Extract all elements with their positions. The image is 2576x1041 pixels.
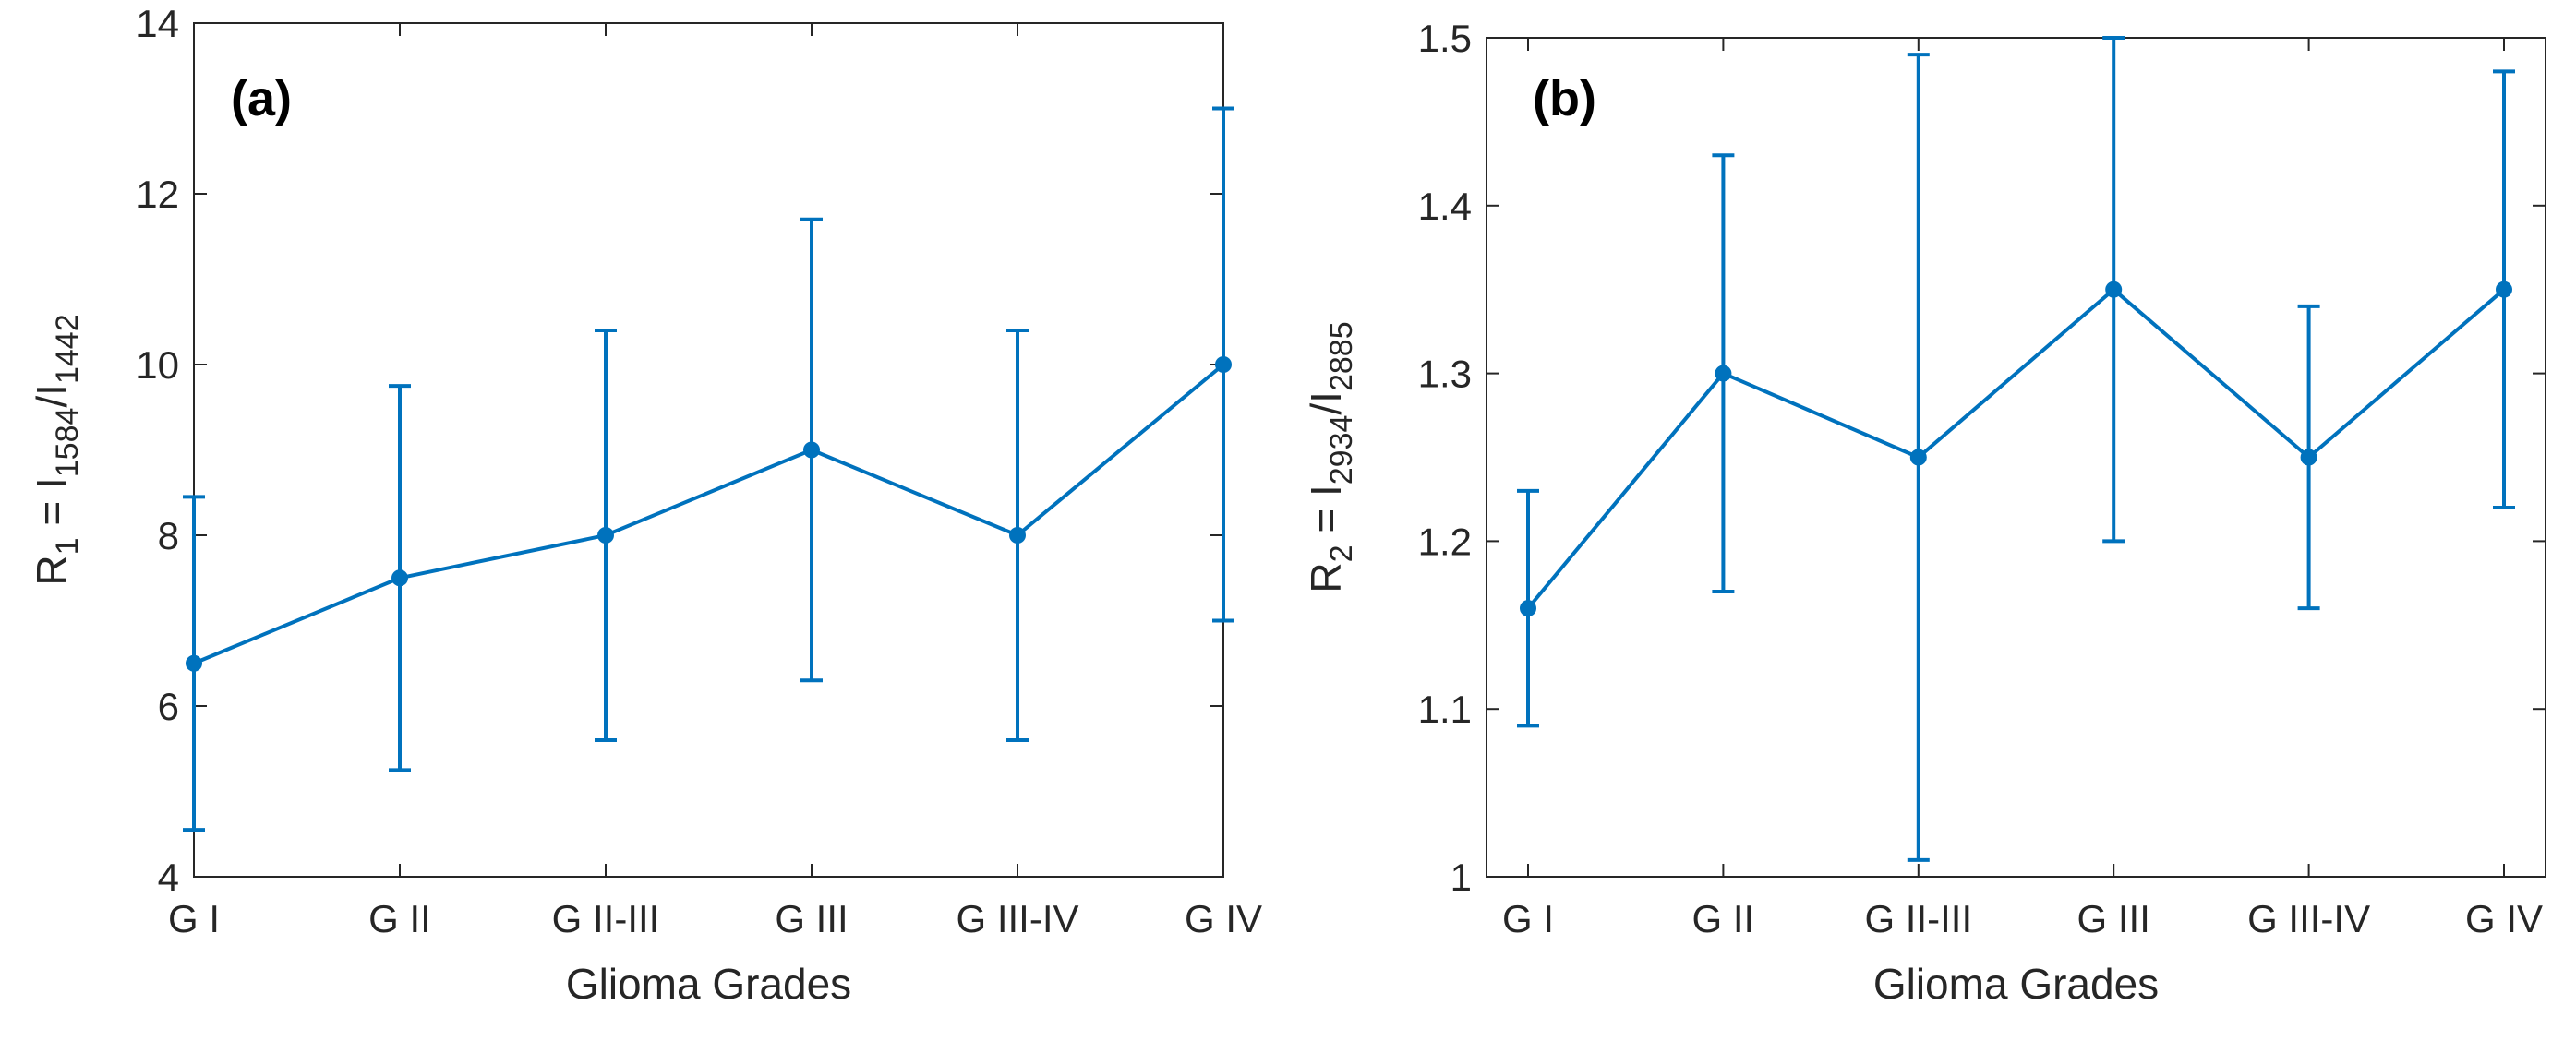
data-point [2496,281,2512,298]
data-point [2105,281,2123,298]
data-point [391,569,408,587]
x-tick-label: G IV [1185,897,1262,940]
y-tick-label: 1 [1451,856,1472,899]
panel-label-a: (a) [231,71,292,126]
x-tick-label: G IV [2465,897,2543,940]
series-line [193,363,1225,665]
series-line [1526,287,2506,610]
plot-area-b [1486,37,2546,878]
y-axis-title-subscript: 2885 [1324,321,1359,391]
plot-area-a [193,22,1224,878]
y-axis-title-subscript: 2934 [1324,415,1359,485]
y-axis-title-part: = I [1302,485,1350,544]
x-axis-title: Glioma Grades [566,960,851,1008]
y-axis-title: R2 = I2934/I2885 [1302,321,1359,592]
x-tick-label: G III [2077,897,2150,940]
y-axis-title: R1 = I1584/I1442 [28,314,85,585]
y-axis-title-subscript: 1 [50,537,85,555]
y-axis-title-subscript: 2 [1324,544,1359,562]
x-tick-label: G III-IV [956,897,1078,940]
y-axis-title-part: /I [1302,391,1350,415]
y-tick-label: 6 [158,685,179,728]
y-tick-label: 1.2 [1418,520,1472,563]
data-point [1715,365,1732,382]
x-tick-label: G III-IV [2247,897,2370,940]
y-tick-label: 14 [136,2,179,45]
x-tick-label: G III [775,897,848,940]
x-tick-label: G I [1502,897,1554,940]
y-tick-label: 8 [158,514,179,557]
y-tick-label: 12 [136,173,179,216]
y-tick-label: 1.4 [1418,185,1472,228]
y-tick-label: 1.1 [1418,688,1472,731]
data-point [2300,449,2317,466]
y-axis-title-subscript: 1584 [50,408,85,478]
data-point [186,654,202,672]
y-tick-label: 4 [158,856,179,899]
x-axis-title: Glioma Grades [1873,960,2159,1008]
y-axis-title-part: R [28,555,76,585]
y-tick-label: 1.5 [1418,17,1472,60]
data-point [1520,600,1536,617]
panel-label-b: (b) [1533,71,1596,126]
data-point [1909,449,1927,466]
data-point [1009,527,1026,544]
y-axis-title-part: = I [28,477,76,537]
y-axis-title-part: R [1302,562,1350,592]
y-tick-label: 10 [136,343,179,387]
data-point [1215,356,1232,373]
y-tick-label: 1.3 [1418,353,1472,396]
data-point [803,441,820,459]
x-tick-label: G II-III [552,897,660,940]
chart-panel-b: 1 1.1 1.2 1.3 1.4 1.5 G I G II G II-III G III G II… [1302,17,2546,1008]
data-point [597,527,614,544]
x-tick-label: G II [1692,897,1755,940]
chart-panel-a: 4 6 8 10 12 14 G I G II G II-III G III G III-IV G I… [28,2,1262,1008]
y-axis-title-part: /I [28,384,76,408]
y-axis-title-subscript: 1442 [50,314,85,384]
x-tick-label: G I [168,897,220,940]
x-tick-label: G II-III [1864,897,1972,940]
x-tick-label: G II [368,897,431,940]
